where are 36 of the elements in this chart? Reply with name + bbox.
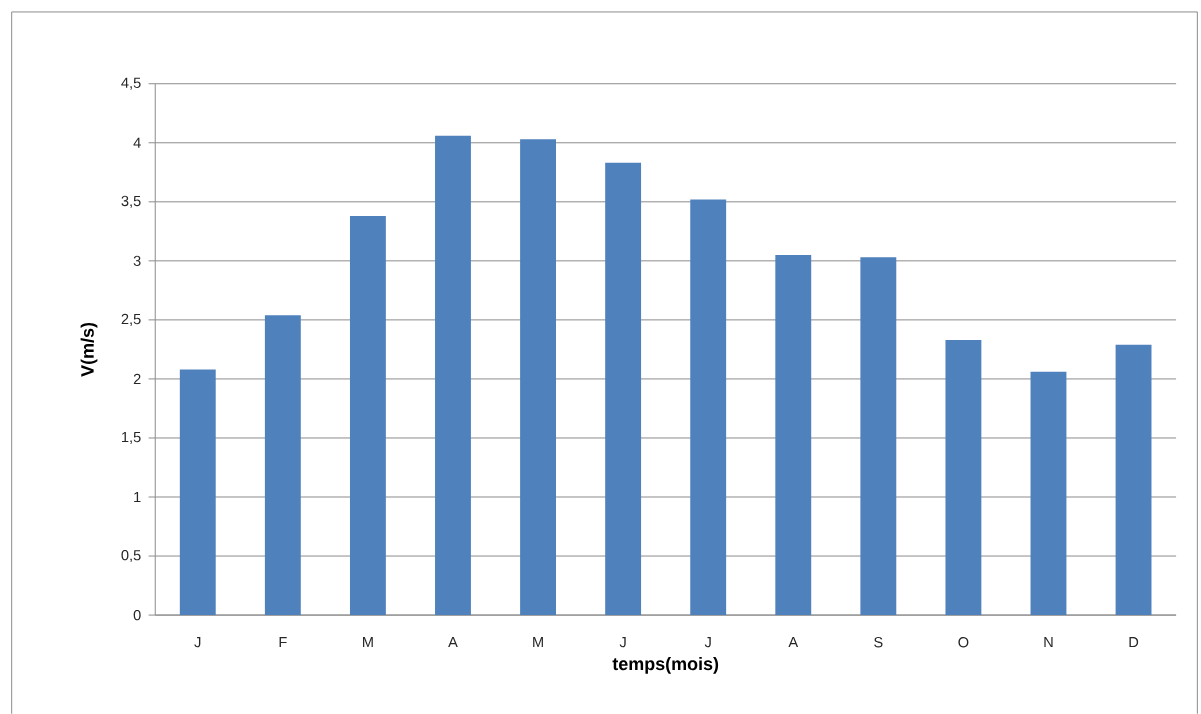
bar	[520, 139, 556, 616]
x-tick-label: A	[788, 637, 799, 648]
y-tick-label: 2,5	[121, 313, 141, 327]
bar	[945, 340, 982, 616]
bar	[349, 216, 386, 616]
bar	[1115, 344, 1152, 616]
bar	[1030, 371, 1067, 616]
x-tick-label: N	[1044, 637, 1053, 648]
y-tick-label: 0,5	[121, 550, 141, 563]
x-tick-label: J	[619, 637, 626, 648]
y-axis-title: V(m/s)	[80, 322, 98, 377]
y-tick-label: 3,5	[121, 195, 141, 208]
y-tick-label: 4	[133, 137, 141, 148]
x-tick-label: F	[279, 637, 287, 648]
x-tick-label: J	[704, 637, 711, 648]
x-tick-label: S	[874, 637, 883, 648]
bar	[605, 162, 642, 616]
x-tick-label: O	[958, 637, 969, 648]
x-tick-label: M	[363, 637, 373, 648]
bar	[690, 199, 727, 616]
y-tick-label: 1	[134, 492, 141, 503]
x-tick-label: J	[194, 637, 201, 648]
y-tick-label: 4,5	[121, 77, 141, 90]
bar	[179, 369, 216, 616]
x-axis-title: temps(mois)	[612, 657, 719, 674]
y-tick-label: 2	[133, 373, 141, 385]
bar	[775, 255, 812, 616]
x-tick-label: D	[1129, 637, 1139, 648]
x-tick-label: A	[448, 637, 458, 648]
bar	[860, 257, 897, 616]
bar	[435, 135, 471, 616]
y-tick-label: 1,5	[122, 432, 141, 445]
y-tick-label: 0	[133, 610, 141, 621]
y-tick-label: 3	[133, 255, 141, 267]
x-tick-label: M	[533, 637, 543, 648]
bar	[264, 315, 301, 616]
